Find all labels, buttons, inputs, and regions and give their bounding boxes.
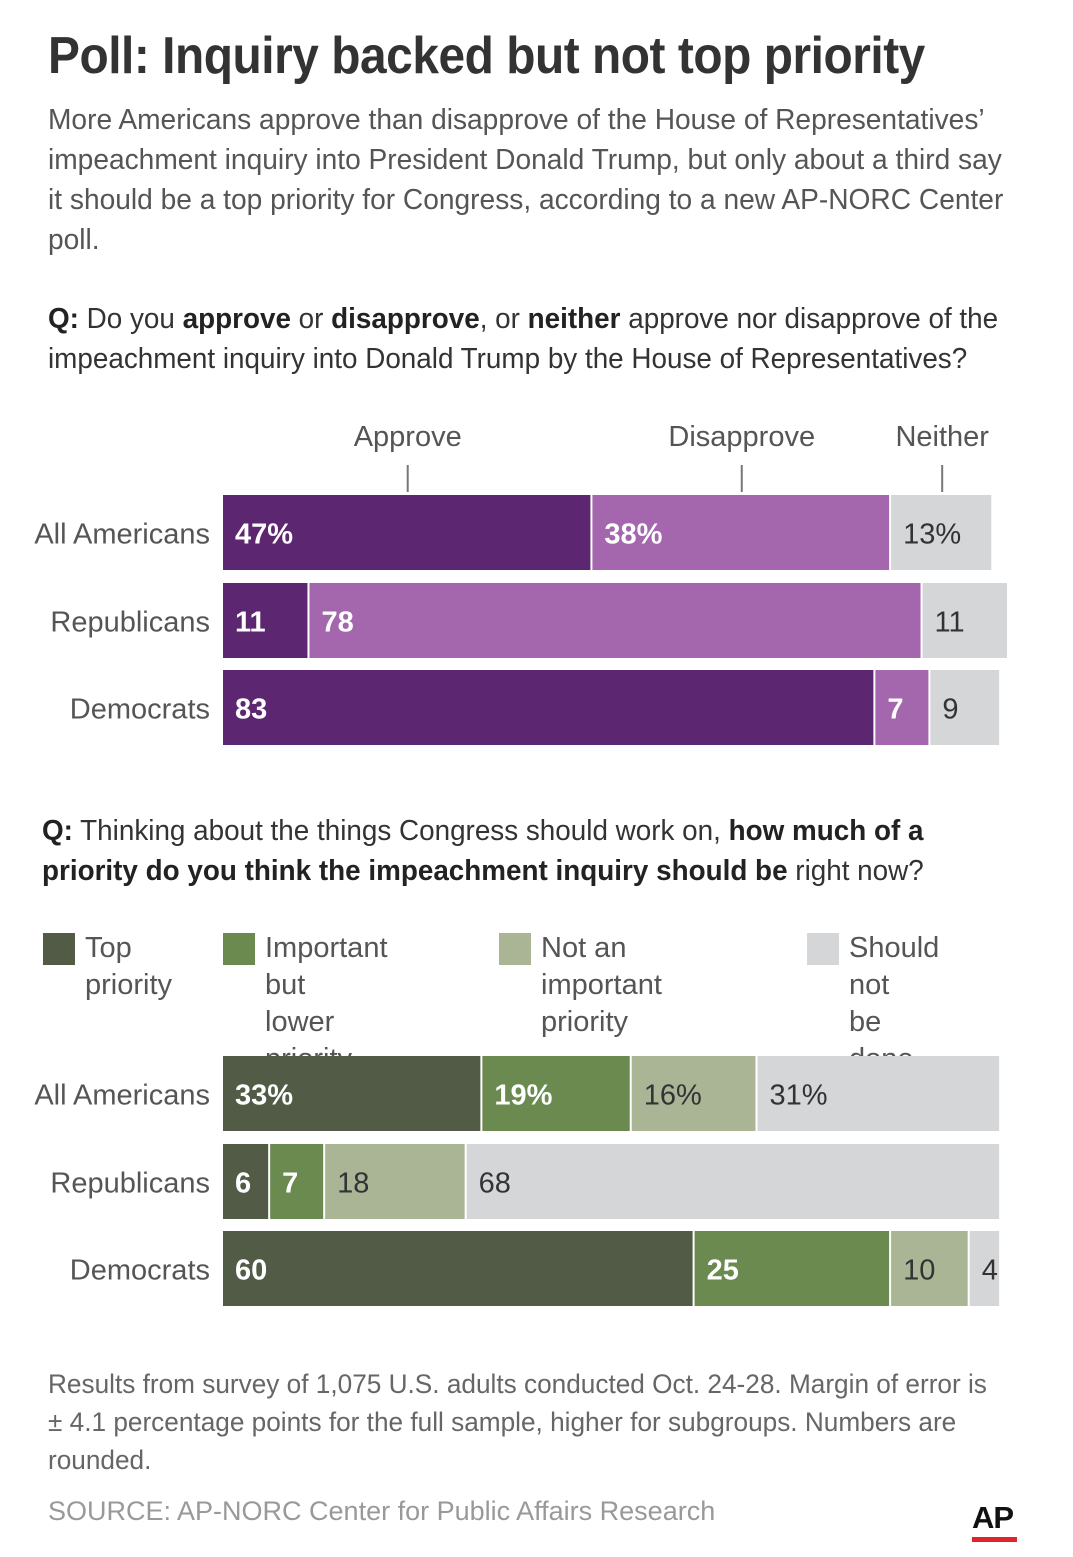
value-label-should-not-be-done-democrats: 4	[982, 1255, 998, 1287]
value-label-approve-republicans: 11	[235, 607, 266, 639]
value-label-disapprove-democrats: 7	[887, 694, 903, 726]
value-label-not-an-important-priority-democrats: 10	[903, 1255, 935, 1287]
bar-not-an-important-priority-all-americans	[631, 1056, 756, 1131]
value-label-not-an-important-priority-republicans: 18	[337, 1168, 369, 1200]
column-header-neither: Neither	[895, 421, 989, 453]
ap-logo: AP	[972, 1500, 1014, 1535]
legend-swatch	[223, 933, 255, 965]
row-label-all-americans: All Americans	[34, 1080, 210, 1112]
source-line: SOURCE: AP-NORC Center for Public Affair…	[48, 1496, 716, 1526]
value-label-disapprove-all-americans: 38%	[604, 519, 662, 551]
bar-important-but-lower-priority-democrats	[694, 1231, 890, 1306]
bar-approve-republicans	[223, 583, 308, 658]
value-label-neither-republicans: 11	[935, 607, 965, 639]
value-label-important-but-lower-priority-democrats: 25	[707, 1255, 739, 1287]
question-1: Q: Do you approve or disapprove, or neit…	[48, 299, 1018, 379]
bar-not-an-important-priority-republicans	[325, 1144, 465, 1219]
bar-top-priority-republicans	[223, 1144, 269, 1219]
question-1-emph-neither: neither	[527, 303, 621, 335]
question-1-prefix: Q:	[48, 303, 79, 335]
row-label-all-americans: All Americans	[34, 519, 210, 551]
value-label-approve-democrats: 83	[235, 694, 267, 726]
question-2: Q: Thinking about the things Congress sh…	[42, 811, 1012, 891]
question-1-emph-disapprove: disapprove	[331, 303, 480, 335]
bar-approve-all-americans	[223, 495, 591, 570]
column-header-disapprove: Disapprove	[668, 421, 815, 453]
legend-swatch	[43, 933, 75, 965]
bar-neither-all-americans	[891, 495, 992, 570]
value-label-top-priority-republicans: 6	[235, 1168, 251, 1200]
question-2-prefix: Q:	[42, 815, 73, 847]
row-label-democrats: Democrats	[70, 1255, 210, 1287]
row-label-democrats: Democrats	[70, 694, 210, 726]
legend-swatch	[807, 933, 839, 965]
question-2-part: Thinking about the things Congress shoul…	[80, 815, 729, 847]
value-label-top-priority-democrats: 60	[235, 1255, 267, 1287]
footnote: Results from survey of 1,075 U.S. adults…	[48, 1369, 987, 1475]
question-2-emph: how much of a priority do you think the …	[42, 815, 924, 887]
bar-neither-democrats	[930, 670, 1000, 745]
row-label-republicans: Republicans	[50, 607, 210, 639]
ap-logo-bar	[972, 1537, 1017, 1542]
question-1-part: , or	[479, 303, 528, 335]
bar-important-but-lower-priority-all-americans	[482, 1056, 630, 1131]
value-label-important-but-lower-priority-republicans: 7	[282, 1168, 298, 1200]
priority-chart: All Americans 33% 19% 16% 31% Republicans 6 7 18…	[34, 1056, 1000, 1306]
bar-disapprove-all-americans	[592, 495, 890, 570]
row-label-republicans: Republicans	[50, 1168, 210, 1200]
question-2-part: right now?	[787, 855, 924, 887]
question-1-emph-approve: approve	[182, 303, 291, 335]
value-label-should-not-be-done-all-americans: 31%	[769, 1080, 827, 1112]
bar-should-not-be-done-all-americans	[757, 1056, 1000, 1131]
bar-important-but-lower-priority-republicans	[270, 1144, 324, 1219]
chart-title: Poll: Inquiry backed but not top priorit…	[48, 27, 925, 85]
intro-text: More Americans approve than disapprove o…	[48, 104, 1004, 256]
bar-disapprove-republicans	[309, 583, 921, 658]
question-1-part: approve nor disapprove of the impeachmen…	[48, 303, 999, 375]
value-label-top-priority-all-americans: 33%	[235, 1080, 293, 1112]
bar-should-not-be-done-republicans	[466, 1144, 1000, 1219]
bar-neither-republicans	[922, 583, 1007, 658]
legend-label: Not an important priority	[541, 932, 662, 1038]
value-label-not-an-important-priority-all-americans: 16%	[644, 1080, 702, 1112]
value-label-disapprove-republicans: 78	[321, 607, 353, 639]
priority-legend: Top priority Important but lower priorit…	[0, 930, 1073, 1075]
bar-approve-democrats	[223, 670, 874, 745]
question-1-part: or	[290, 303, 332, 335]
question-1-part: Do you	[86, 303, 183, 335]
value-label-neither-all-americans: 13%	[903, 519, 961, 551]
value-label-neither-democrats: 9	[942, 694, 958, 726]
bar-should-not-be-done-democrats	[969, 1231, 1000, 1306]
value-label-should-not-be-done-republicans: 68	[479, 1168, 511, 1200]
bar-disapprove-democrats	[875, 670, 929, 745]
value-label-approve-all-americans: 47%	[235, 519, 293, 551]
bar-top-priority-all-americans	[223, 1056, 481, 1131]
bar-top-priority-democrats	[223, 1231, 693, 1306]
legend-label: Top priority	[85, 932, 173, 1001]
column-header-approve: Approve	[354, 421, 462, 453]
bar-not-an-important-priority-democrats	[891, 1231, 968, 1306]
legend-swatch	[499, 933, 531, 965]
approval-chart: Approve Disapprove Neither All Americans 47%…	[34, 421, 1007, 745]
value-label-important-but-lower-priority-all-americans: 19%	[494, 1080, 552, 1112]
